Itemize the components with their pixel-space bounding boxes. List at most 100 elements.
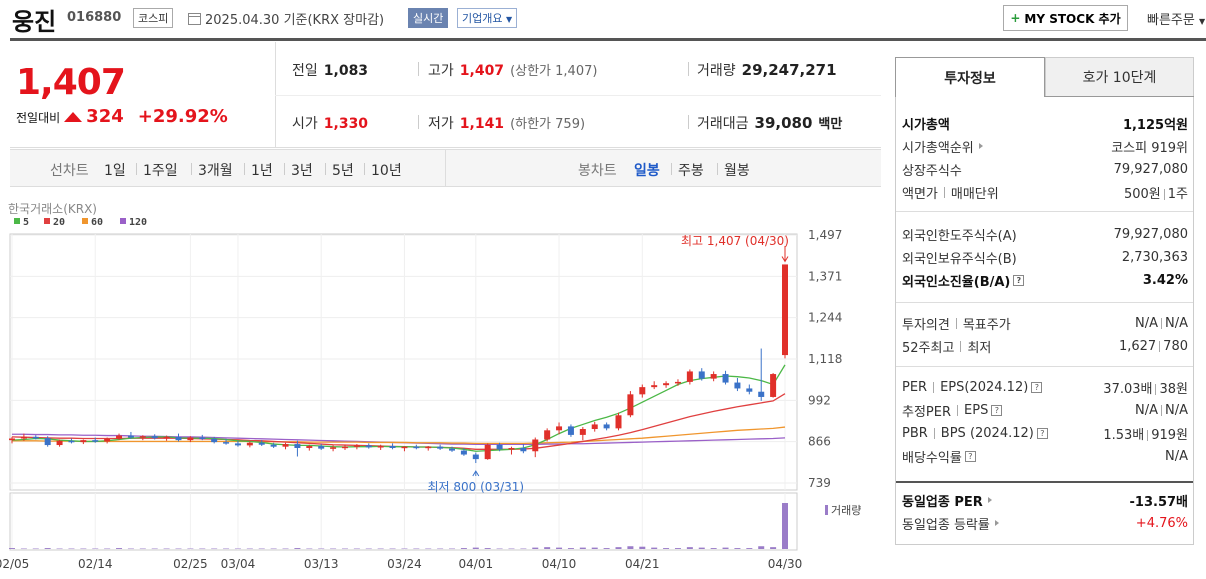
stat-volume: 거래량 29,247,271 xyxy=(697,61,837,79)
period-2[interactable]: 3개월 xyxy=(198,163,233,179)
volume-bar xyxy=(9,548,15,549)
volume-bar xyxy=(496,548,503,550)
volume-bar xyxy=(199,548,206,550)
plus-icon: + xyxy=(1010,11,1021,25)
volume-bar xyxy=(472,547,479,549)
info-value-2: N/A xyxy=(1165,315,1188,331)
realtime-button[interactable]: 실시간 xyxy=(408,8,449,28)
info-value: +4.76% xyxy=(1135,515,1188,531)
legend-label: 5 xyxy=(23,217,29,228)
info-value-2: 780 xyxy=(1163,338,1188,354)
volume-bar xyxy=(639,546,646,549)
info-key: 동일업종 등락률 xyxy=(902,517,990,533)
candle-period-1[interactable]: 주봉 xyxy=(678,163,704,179)
line-chart-label: 선차트 xyxy=(50,163,89,179)
volume-bar xyxy=(579,547,586,549)
candle-chart-label: 봉차트 xyxy=(578,163,617,179)
candle-body xyxy=(401,446,408,449)
info-row: 외국인소진율(B/A) ? 3.42% xyxy=(902,269,1188,291)
legend-label: 60 xyxy=(91,217,103,228)
volume-bar xyxy=(758,546,765,549)
x-tick-label: 02/25 xyxy=(173,557,208,571)
stat-open: 시가 1,330 xyxy=(292,116,369,132)
period-6[interactable]: 10년 xyxy=(371,163,402,179)
info-key: 외국인한도주식수(A) xyxy=(902,228,1017,244)
info-row: 시가총액 1,125억원 xyxy=(902,112,1188,134)
y-tick-label: 1,118 xyxy=(808,352,842,366)
change-percent: +29.92% xyxy=(137,106,228,127)
calendar-icon xyxy=(188,12,201,25)
help-icon[interactable]: ? xyxy=(1036,427,1048,439)
up-arrow-icon xyxy=(64,112,83,122)
company-overview-dropdown[interactable]: 기업개요 ▼ xyxy=(457,8,518,28)
period-1[interactable]: 1주일 xyxy=(143,163,178,179)
candle-body xyxy=(615,415,622,429)
quick-order-dropdown[interactable]: 빠른주문 ▼ xyxy=(1147,9,1205,28)
info-key: 투자의견 xyxy=(902,317,950,333)
tab-investment-info[interactable]: 투자정보 xyxy=(895,57,1045,97)
volume-bar xyxy=(80,548,87,550)
volume-bar xyxy=(68,548,75,550)
candle-body xyxy=(175,436,182,441)
volume-legend-swatch xyxy=(825,505,828,515)
volume-bar xyxy=(270,548,277,550)
help-icon[interactable]: ? xyxy=(1031,381,1043,393)
candle-body xyxy=(92,440,99,442)
period-3[interactable]: 1년 xyxy=(251,163,273,179)
period-5[interactable]: 5년 xyxy=(332,163,354,179)
candle-body xyxy=(306,446,313,448)
info-row: 액면가 매매단위 500원 1주 xyxy=(902,181,1188,203)
tab-order-book[interactable]: 호가 10단계 xyxy=(1045,57,1194,97)
candle-body xyxy=(508,447,515,450)
candle-body xyxy=(258,442,265,445)
candle-body xyxy=(758,391,765,397)
legend-swatch xyxy=(14,218,20,224)
info-key-2: EPS xyxy=(964,402,989,418)
investment-info-panel xyxy=(895,97,1194,545)
current-price: 1,407 xyxy=(16,62,126,103)
candle-body xyxy=(341,446,348,449)
candle-period-0[interactable]: 일봉 xyxy=(634,163,660,179)
candle-body xyxy=(318,446,325,449)
volume-bar xyxy=(163,548,170,550)
candle-body xyxy=(544,430,551,440)
change-label: 전일대비 xyxy=(16,111,61,125)
volume-bar xyxy=(425,548,432,550)
volume-bar xyxy=(686,547,693,549)
info-row: 52주최고 최저 1,627 780 xyxy=(902,335,1188,357)
volume-bar xyxy=(187,548,194,550)
add-mystock-button[interactable]: + MY STOCK 추가 xyxy=(1003,5,1128,31)
high-arrowhead xyxy=(781,256,789,263)
candle-body xyxy=(567,426,574,435)
volume-bar xyxy=(175,548,182,550)
info-value-2: 919원 xyxy=(1151,427,1188,443)
volume-label: 거래량 xyxy=(831,504,861,517)
volume-bar xyxy=(44,548,51,549)
arrow-right-icon[interactable] xyxy=(994,520,999,526)
info-value: 37.03배 xyxy=(1103,381,1153,397)
candle-period-2[interactable]: 월봉 xyxy=(724,163,750,179)
volume-bar xyxy=(674,548,681,549)
candle-body xyxy=(472,454,479,460)
period-4[interactable]: 3년 xyxy=(291,163,313,179)
info-key: 액면가 xyxy=(902,186,938,202)
info-row: PBR BPS (2024.12) ? 1.53배 919원 xyxy=(902,422,1188,444)
candle-body xyxy=(282,444,289,447)
info-key: 상장주식수 xyxy=(902,163,962,179)
arrow-right-icon[interactable] xyxy=(978,143,983,149)
legend-swatch xyxy=(120,218,126,224)
period-0[interactable]: 1일 xyxy=(104,163,126,179)
y-tick-label: 1,244 xyxy=(808,311,842,325)
help-icon[interactable]: ? xyxy=(991,404,1003,416)
arrow-right-icon[interactable] xyxy=(987,497,992,503)
x-tick-label: 04/01 xyxy=(459,557,494,571)
info-value-2: 38원 xyxy=(1159,381,1188,397)
volume-bar xyxy=(294,548,301,549)
candle-body xyxy=(68,440,75,443)
info-key: 배당수익률 xyxy=(902,450,962,466)
help-icon[interactable]: ? xyxy=(964,450,976,462)
stats-divider xyxy=(275,95,881,96)
info-key: 외국인보유주식수(B) xyxy=(902,251,1017,267)
plot-frame xyxy=(9,233,798,491)
help-icon[interactable]: ? xyxy=(1013,274,1025,286)
